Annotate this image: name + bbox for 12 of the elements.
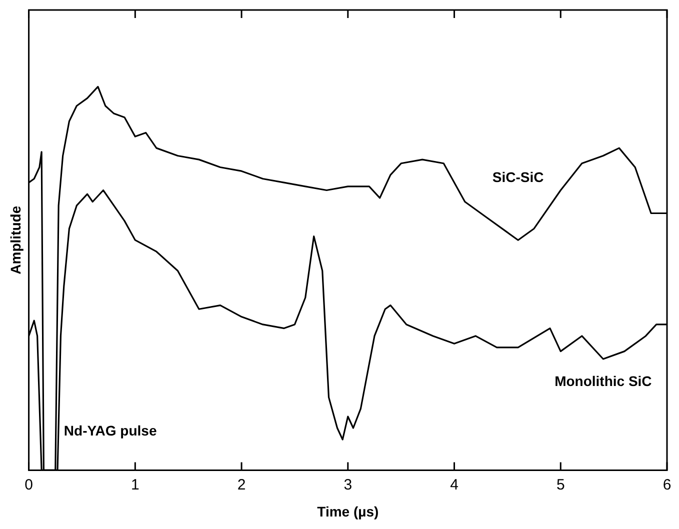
annotation: Nd-YAG pulse [64,422,157,439]
x-tick-label: 4 [450,476,458,494]
x-tick-label: 3 [344,476,352,494]
y-axis-title: Amplitude [7,206,24,274]
x-tick-label: 6 [662,476,672,494]
series-label: Monolithic SiC [554,372,652,389]
x-tick-label: 1 [130,476,140,494]
x-tick-label: 2 [237,476,246,494]
x-tick-label: 5 [556,476,565,494]
x-axis-title: Time (µs) [317,503,379,520]
x-tick-label: 0 [24,476,33,494]
series-label: SiC-SiC [492,168,544,185]
